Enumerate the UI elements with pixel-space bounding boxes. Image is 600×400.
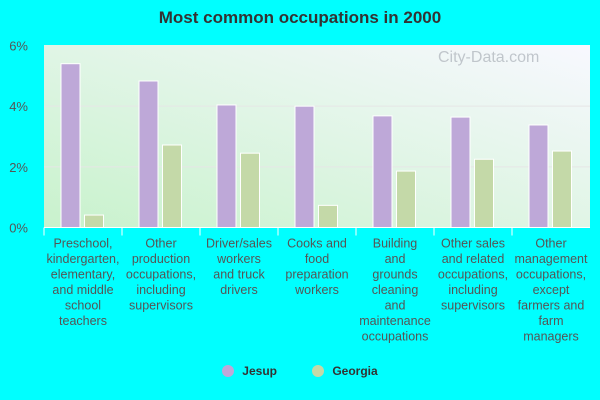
x-category-label: Cooks and food preparation workers bbox=[285, 237, 348, 298]
bar-georgia bbox=[318, 204, 338, 229]
bar-jesup bbox=[138, 80, 159, 228]
bar-georgia bbox=[84, 214, 104, 229]
y-tick-label: 0% bbox=[9, 221, 28, 236]
bar-georgia bbox=[162, 144, 182, 228]
x-category-label: Driver/sales workers and truck drivers bbox=[206, 237, 272, 298]
legend-label: Georgia bbox=[332, 364, 378, 378]
bar-jesup bbox=[60, 63, 81, 229]
legend: Jesup Georgia bbox=[0, 364, 600, 380]
x-category-label: Other management occupations, except farmers… bbox=[515, 237, 588, 344]
bar-jesup bbox=[294, 105, 315, 228]
bar-georgia bbox=[240, 152, 260, 228]
watermark: City-Data.com bbox=[438, 49, 540, 66]
chart-title: Most common occupations in 2000 bbox=[158, 8, 442, 27]
bar-jesup bbox=[528, 124, 549, 228]
x-category-label: Building and grounds cleaning and maintenance… bbox=[359, 237, 431, 344]
bar-jesup bbox=[450, 116, 471, 228]
y-tick-label: 4% bbox=[9, 99, 28, 114]
y-tick-label: 6% bbox=[9, 39, 28, 54]
legend-label: Jesup bbox=[242, 364, 277, 378]
x-category-label: Other sales and related occupations, includ… bbox=[438, 237, 508, 313]
legend-swatch bbox=[312, 365, 325, 377]
x-category-label: Preschool, kindergarten, elementary, and mi… bbox=[47, 237, 120, 329]
x-category-label: Other production occupations, including supe… bbox=[126, 237, 196, 313]
bar-georgia bbox=[396, 170, 416, 228]
plot-area bbox=[44, 45, 590, 227]
bar-jesup bbox=[216, 104, 237, 228]
bar-georgia bbox=[552, 150, 572, 228]
bar-georgia bbox=[474, 158, 494, 228]
legend-item-jesup: Jesup bbox=[222, 364, 277, 378]
bar-jesup bbox=[372, 115, 393, 228]
y-tick-label: 2% bbox=[9, 160, 28, 175]
legend-swatch bbox=[222, 365, 235, 377]
legend-item-georgia: Georgia bbox=[312, 364, 378, 378]
